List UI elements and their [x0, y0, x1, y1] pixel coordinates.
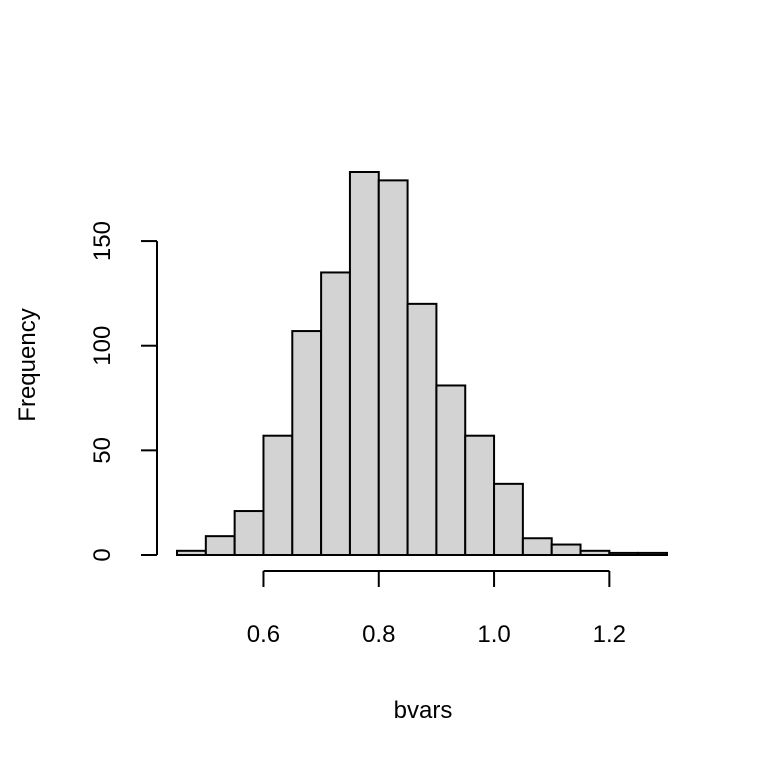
- histogram-bar: [320, 271, 351, 556]
- histogram-bar: [348, 171, 380, 556]
- x-axis-tick-label: 1.2: [593, 621, 626, 648]
- x-axis-tick-label: 0.6: [247, 621, 280, 648]
- y-axis-tick-label: 50: [89, 437, 116, 464]
- y-axis-label: Frequency: [14, 308, 41, 421]
- x-axis-label: bvars: [394, 697, 453, 724]
- histogram-bar: [493, 482, 524, 556]
- histogram-bar: [464, 434, 496, 557]
- histogram-bar: [550, 543, 582, 557]
- x-axis-tick-label: 0.8: [362, 621, 395, 648]
- y-axis-tick-label: 100: [89, 326, 116, 366]
- histogram-bar: [579, 549, 611, 557]
- y-axis-tick-label: 150: [89, 221, 116, 261]
- histogram-bar: [406, 302, 438, 556]
- histogram-bar: [176, 549, 207, 557]
- histogram-bar: [608, 551, 640, 557]
- y-axis: 0 50 100 150: [89, 221, 158, 562]
- histogram-bar: [204, 535, 236, 557]
- histogram-bar: [262, 434, 294, 557]
- y-axis-tick-label: 0: [89, 548, 116, 561]
- histogram-bar: [233, 510, 265, 557]
- histogram-bar: [637, 551, 668, 557]
- histogram-bar: [291, 330, 323, 557]
- x-axis: 0.6 0.8 1.0 1.2: [247, 570, 626, 648]
- x-axis-tick-label: 1.0: [477, 621, 510, 648]
- histogram-bar: [435, 384, 467, 556]
- histogram-bar: [377, 179, 409, 556]
- histogram-bar: [521, 537, 553, 557]
- histogram-bars: [176, 171, 668, 557]
